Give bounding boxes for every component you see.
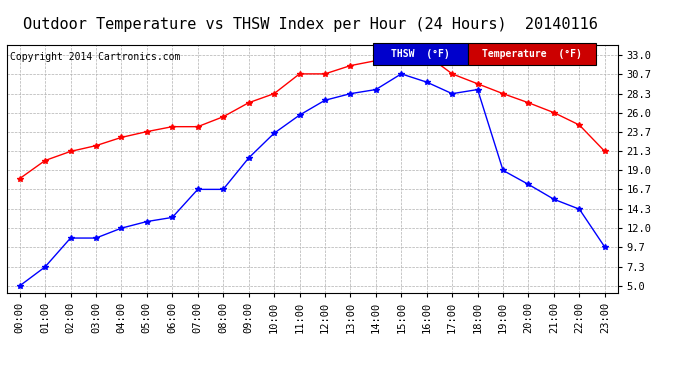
Bar xyxy=(373,42,468,65)
Text: Temperature  (°F): Temperature (°F) xyxy=(482,49,582,58)
Text: THSW  (°F): THSW (°F) xyxy=(391,49,450,58)
Text: Outdoor Temperature vs THSW Index per Hour (24 Hours)  20140116: Outdoor Temperature vs THSW Index per Ho… xyxy=(23,17,598,32)
Text: Copyright 2014 Cartronics.com: Copyright 2014 Cartronics.com xyxy=(10,53,180,62)
Bar xyxy=(468,42,596,65)
